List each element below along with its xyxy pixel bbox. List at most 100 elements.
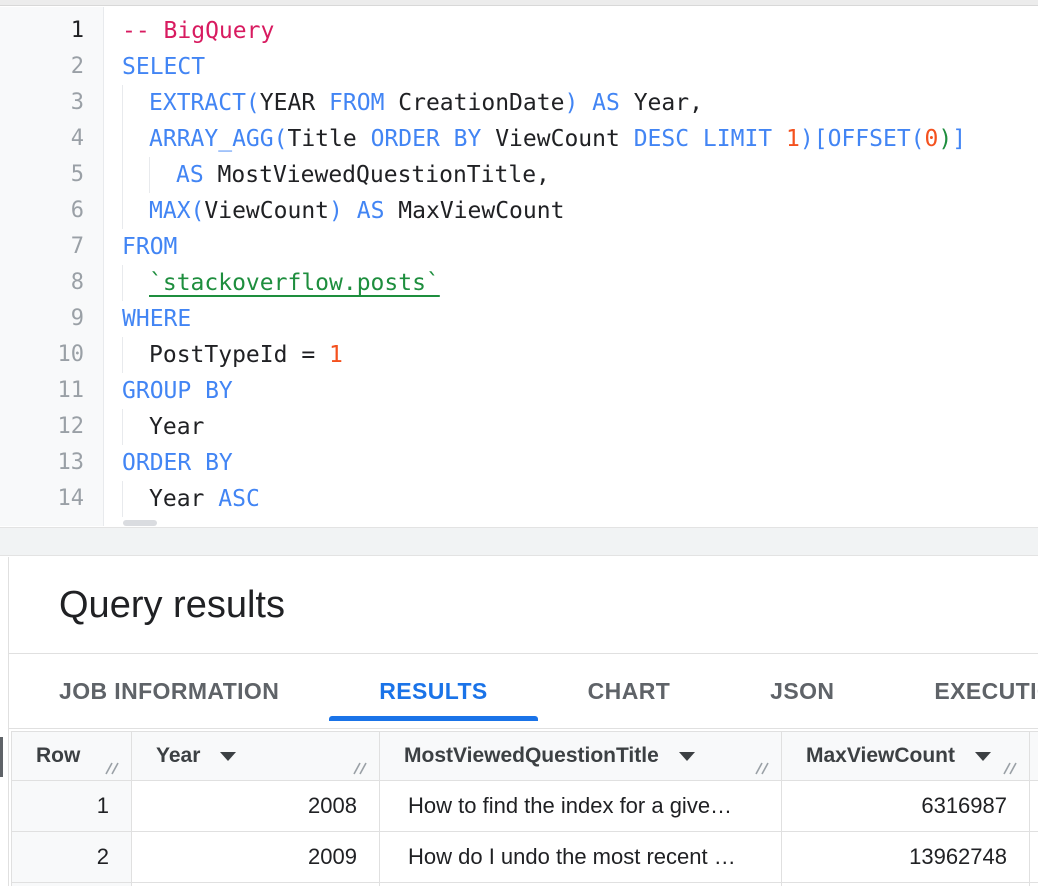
column-header-label: MostViewedQuestionTitle	[404, 744, 659, 767]
code-token: ViewCount	[481, 126, 634, 152]
indent-guide	[122, 265, 149, 301]
code-token: )	[564, 90, 579, 116]
code-token: AS	[356, 198, 385, 224]
code-token: 1	[329, 342, 343, 368]
partial-row-cell	[132, 883, 380, 886]
code-token: )	[329, 198, 343, 224]
code-token: ]	[952, 126, 967, 152]
line-number: 10	[57, 342, 85, 367]
line-number: 4	[70, 126, 84, 151]
code-token: ASC	[218, 486, 260, 512]
indent-guide	[122, 193, 149, 229]
code-token: ViewCount	[204, 198, 330, 224]
column-header-extra	[1030, 732, 1038, 781]
code-token: EXTRACT(	[149, 90, 260, 116]
editor-horizontal-scrollbar[interactable]	[0, 0, 1038, 6]
tab-execution-details[interactable]: EXECUTION DETAILS	[934, 677, 1038, 704]
column-header-label: MaxViewCount	[806, 744, 955, 767]
code-token: Title	[287, 126, 371, 152]
sort-dropdown-icon[interactable]	[974, 751, 991, 761]
code-token: ARRAY_AGG(	[149, 126, 288, 152]
code-line: Year ASC	[122, 481, 966, 517]
code-token	[343, 198, 357, 224]
sql-code-area[interactable]: -- BigQuery SELECT EXTRACT(YEAR FROM Creat…	[104, 7, 966, 526]
editor-scrollbar-thumb[interactable]	[123, 520, 157, 526]
code-token: WHERE	[122, 306, 192, 332]
tab-results[interactable]: RESULTS	[329, 654, 539, 728]
year-cell: 2008	[132, 781, 380, 832]
column-resize-handle[interactable]	[105, 761, 119, 775]
code-line: AS MostViewedQuestionTitle,	[122, 157, 966, 193]
tab-json[interactable]: JSON	[770, 677, 835, 704]
indent-guide	[122, 157, 149, 193]
partial-row-cell	[380, 883, 782, 886]
code-token: )[OFFSET(	[799, 126, 925, 152]
partial-row-cell	[782, 883, 1030, 886]
code-token: SELECT	[122, 54, 206, 80]
code-line: EXTRACT(YEAR FROM CreationDate) AS Year,	[122, 85, 966, 121]
code-token: Year,	[619, 90, 703, 116]
tab-chart[interactable]: CHART	[587, 677, 671, 704]
code-token: FROM	[122, 234, 178, 260]
indent-guide	[149, 157, 176, 193]
title-cell: How to find the index for a give…	[380, 781, 782, 832]
maxviewcount-cell: 13962748	[782, 832, 1030, 883]
extra-cell	[1030, 781, 1038, 832]
code-token: YEAR	[259, 90, 330, 116]
code-token: ORDER BY	[370, 126, 482, 152]
code-line: Year	[122, 409, 966, 445]
code-token: AS	[592, 90, 620, 116]
code-line: ARRAY_AGG(Title ORDER BY ViewCount DESC …	[122, 121, 966, 157]
line-number: 6	[70, 198, 84, 223]
column-resize-handle[interactable]	[1003, 761, 1017, 775]
tab-job-information[interactable]: JOB INFORMATION	[59, 677, 280, 704]
extra-cell	[1030, 832, 1038, 883]
column-header-row[interactable]: Row	[12, 732, 132, 781]
query-results-title: Query results	[59, 584, 285, 626]
line-number: 11	[57, 378, 85, 403]
code-token	[578, 90, 592, 116]
line-number: 2	[70, 54, 84, 79]
title-cell: How do I undo the most recent …	[380, 832, 782, 883]
line-number-gutter: 1 2 3 4 5 6 7 8 9 10 11 12 13 14	[0, 7, 104, 526]
code-line: FROM	[122, 229, 966, 265]
sql-editor[interactable]: 1 2 3 4 5 6 7 8 9 10 11 12 13 14 -- BigQuery SELECT EXT…	[0, 7, 1038, 526]
code-token: CreationDate	[384, 90, 565, 116]
column-header-mostviewedquestiontitle[interactable]: MostViewedQuestionTitle	[380, 732, 782, 781]
query-results-header: Query results	[9, 557, 1038, 654]
code-token: FROM	[329, 90, 385, 116]
code-token: ORDER BY	[122, 450, 233, 476]
sort-dropdown-icon[interactable]	[678, 751, 695, 761]
column-header-maxviewcount[interactable]: MaxViewCount	[782, 732, 1030, 781]
code-line: SELECT	[122, 49, 966, 85]
code-token: Year	[149, 414, 205, 440]
line-number: 13	[57, 450, 85, 475]
column-header-year[interactable]: Year	[132, 732, 380, 781]
code-line: ORDER BY	[122, 445, 966, 481]
year-cell: 2009	[132, 832, 380, 883]
column-resize-handle[interactable]	[353, 761, 367, 775]
table-reference-link[interactable]: `stackoverflow.posts`	[149, 270, 440, 296]
code-line: PostTypeId = 1	[122, 337, 966, 373]
code-line: -- BigQuery	[122, 13, 966, 49]
code-token	[772, 126, 786, 152]
left-scrollbar-nub[interactable]	[0, 737, 3, 777]
code-token: AS	[176, 162, 204, 188]
partial-row-cell	[1030, 883, 1038, 886]
column-header-label: Year	[156, 744, 201, 767]
line-number: 1	[70, 18, 84, 43]
code-token: MAX(	[149, 198, 205, 224]
code-token: )	[938, 126, 953, 152]
indent-guide	[122, 121, 149, 157]
code-line: GROUP BY	[122, 373, 966, 409]
panel-divider-band	[0, 527, 1038, 556]
line-number: 12	[57, 414, 85, 439]
line-number: 7	[70, 234, 84, 259]
code-token: MaxViewCount	[384, 198, 565, 224]
line-number: 14	[57, 486, 85, 511]
sort-dropdown-icon[interactable]	[220, 751, 237, 761]
code-token: 0	[924, 126, 939, 152]
column-resize-handle[interactable]	[755, 761, 769, 775]
indent-guide	[122, 481, 149, 517]
maxviewcount-cell: 6316987	[782, 781, 1030, 832]
